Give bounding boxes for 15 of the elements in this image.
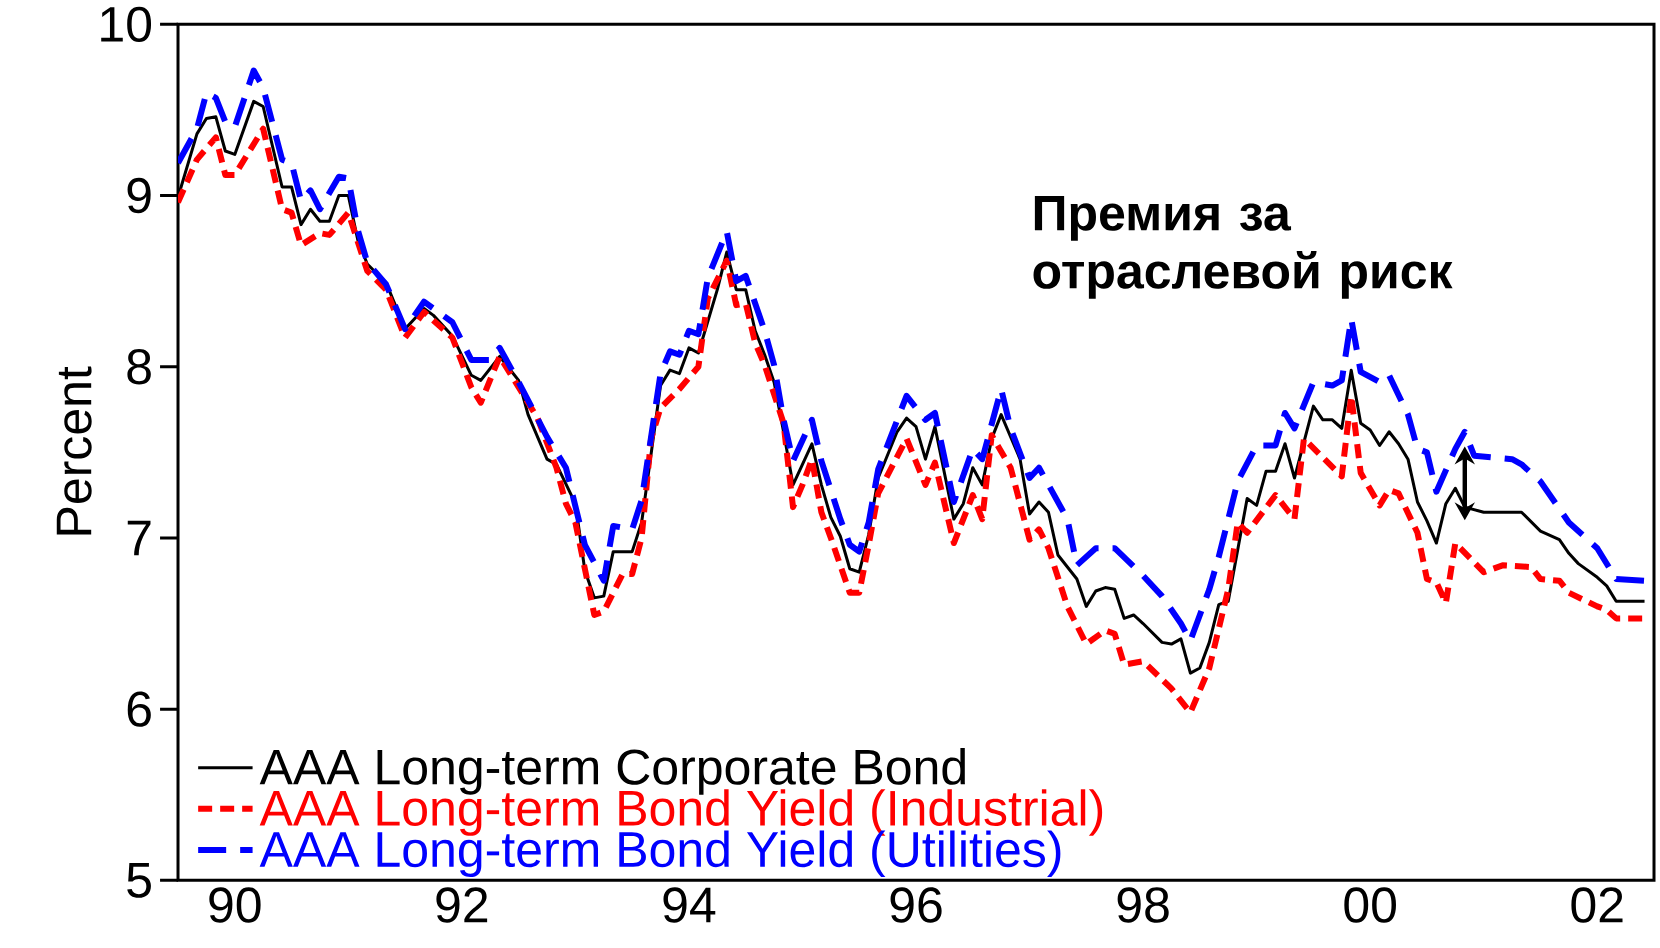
y-tick-label: 10 bbox=[101, 6, 152, 42]
annotation: Премия за отраслевой риск bbox=[1033, 195, 1453, 299]
x-tick-label: 00 bbox=[1344, 887, 1396, 923]
y-tick-label: 7 bbox=[127, 520, 151, 555]
x-tick-label: 98 bbox=[1117, 887, 1169, 923]
y-tick-label: 8 bbox=[127, 348, 151, 385]
x-tick-label: 90 bbox=[209, 887, 261, 923]
x-tick-label: 94 bbox=[663, 887, 716, 923]
x-tick-label: 02 bbox=[1571, 887, 1623, 923]
y-tick-label: 9 bbox=[127, 177, 151, 214]
y-tick-label: 5 bbox=[127, 862, 151, 898]
x-tick-label: 96 bbox=[890, 887, 942, 923]
y-axis-title: Percent bbox=[56, 366, 92, 535]
x-tick-label: 92 bbox=[436, 887, 488, 923]
y-tick-label: 6 bbox=[127, 691, 151, 727]
